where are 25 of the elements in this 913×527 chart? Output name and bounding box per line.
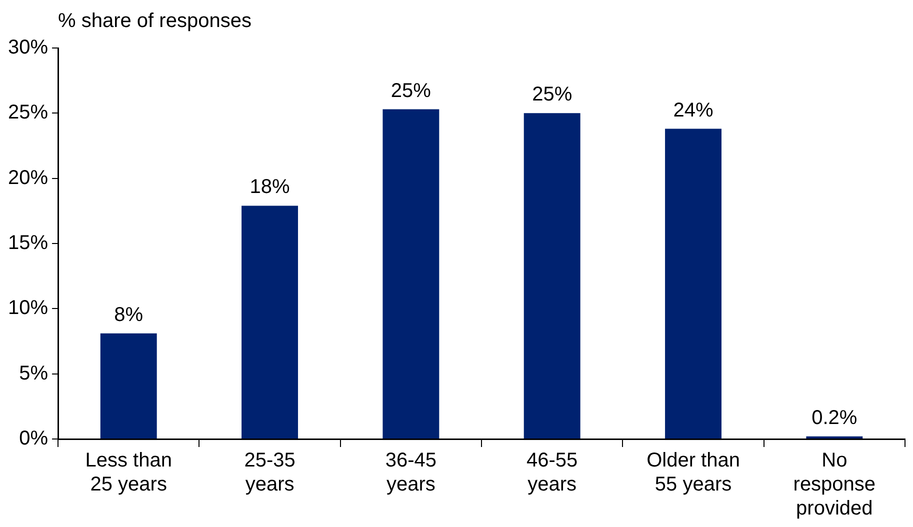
y-tick-label: 15% — [8, 232, 48, 254]
y-tick-label: 20% — [8, 166, 48, 189]
x-tick-label: Older than 55 years — [646, 450, 740, 496]
x-tick-label: Less than 25 years — [85, 450, 172, 496]
y-tick-label: 0% — [19, 428, 48, 450]
y-axis-title: % share of responses — [58, 10, 252, 32]
bar — [382, 109, 440, 438]
y-tick-label: 5% — [19, 362, 48, 384]
x-tick-label: 46-55 years — [526, 450, 578, 496]
x-tick-label: 36-45 years — [385, 450, 437, 496]
bar — [665, 128, 722, 438]
bar — [524, 113, 580, 438]
x-tick-label: No response provided — [793, 450, 876, 520]
bar — [100, 333, 157, 438]
data-label: 25% — [390, 80, 432, 102]
y-tick-label: 30% — [8, 36, 48, 59]
data-label: 8% — [114, 304, 144, 326]
data-label: 24% — [673, 99, 714, 122]
x-tick-label: 25-35 years — [244, 450, 296, 496]
data-label: 25% — [532, 84, 572, 106]
bar — [242, 206, 298, 438]
data-label: 0.2% — [812, 406, 858, 429]
data-label: 18% — [250, 176, 290, 198]
y-tick-label: 25% — [8, 102, 48, 124]
y-tick-label: 10% — [8, 297, 48, 320]
